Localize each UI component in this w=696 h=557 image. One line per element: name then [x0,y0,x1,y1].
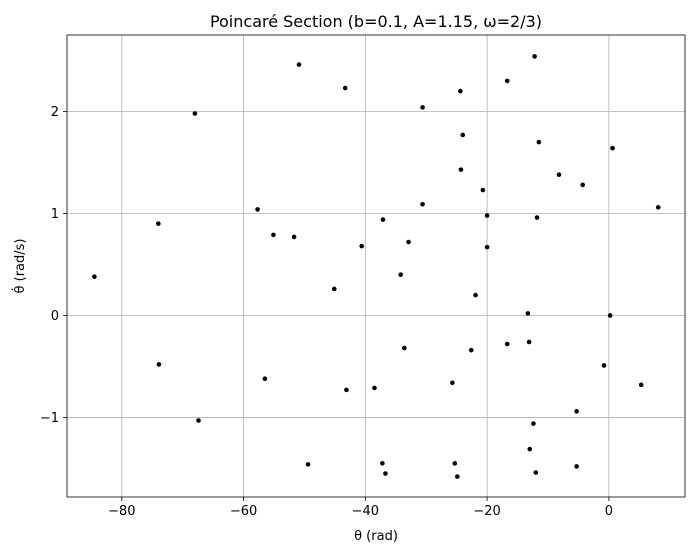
data-point [196,418,201,423]
data-point [156,362,162,367]
data-point [420,201,425,207]
data-point [420,105,425,110]
data-point [504,78,510,84]
data-point [534,215,540,220]
data-point [291,234,297,240]
data-point [296,62,302,67]
data-point [574,464,579,469]
y-tick-label: 1 [51,207,59,222]
data-point [580,182,586,188]
data-point [359,243,364,249]
data-point [536,139,542,145]
x-axis-label: θ (rad) [354,529,398,544]
data-point [458,88,463,94]
data-point [473,292,478,298]
data-point [402,345,407,351]
data-point [454,474,460,479]
data-point [398,272,403,277]
plot-frame [66,34,686,498]
y-tick-label: −1 [40,411,59,426]
data-point [92,274,97,280]
data-point [527,446,533,452]
y-tick-label: 2 [51,105,59,120]
data-point [344,387,349,393]
data-point [531,421,536,426]
x-tick-label: −60 [230,504,257,519]
data-point [484,244,490,250]
data-point [607,313,613,318]
y-axis-label: θ̇ (rad/s) [12,239,28,294]
data-point [305,462,311,467]
data-point [380,217,386,222]
grid-lines [67,35,685,497]
data-point [458,167,464,172]
x-tick-label: −20 [473,504,500,519]
data-point [262,376,268,381]
data-point [574,409,579,414]
axis-ticks: −80 −60 −40 −20 0 −1 0 1 2 [40,105,613,519]
data-point [460,132,466,138]
data-point [504,341,510,347]
data-point [452,461,458,466]
data-point [372,385,377,391]
data-point [526,339,532,345]
data-point [601,363,607,368]
data-point [450,380,455,386]
data-point [271,232,276,238]
data-point [638,382,644,388]
x-tick-label: −80 [108,504,135,519]
data-point [156,221,161,226]
data-point [331,286,337,292]
data-point [480,187,486,193]
x-tick-label: −40 [352,504,379,519]
chart-title: Poincaré Section (b=0.1, A=1.15, ω=2/3) [210,12,542,31]
data-point [556,172,562,178]
data-point [525,311,531,316]
data-point [380,461,385,466]
y-tick-label: 0 [51,309,59,324]
scatter-points [92,54,661,479]
data-point [406,239,411,245]
x-tick-label: 0 [605,504,613,519]
data-point [533,470,539,475]
data-point [192,111,198,116]
data-point [484,213,490,218]
data-point [342,85,348,91]
data-point [468,347,474,353]
data-point [383,471,388,476]
data-point [610,145,615,151]
data-point [532,54,537,59]
data-point [255,207,260,212]
data-point [655,205,661,210]
